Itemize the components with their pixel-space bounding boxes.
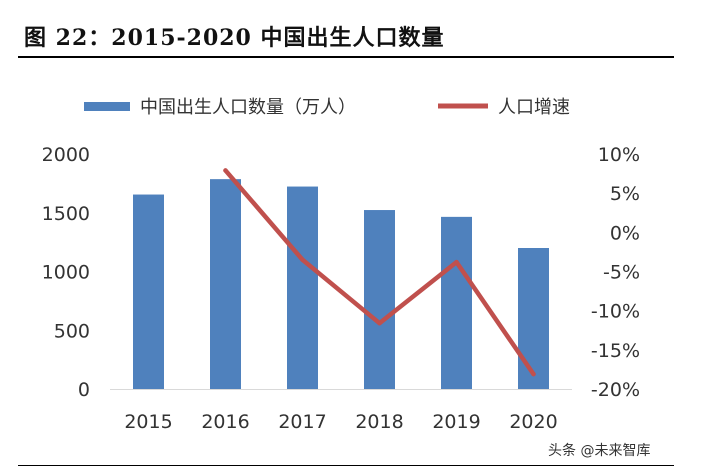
line-point [377,321,382,326]
y-left-tick-label: 0 [78,379,90,401]
y-right-tick-label: -20% [591,379,640,401]
legend-label-bars: 中国出生人口数量（万人） [140,97,356,118]
y-left-tick-label: 1500 [42,203,90,225]
figure-title: 图 22：2015-2020 中国出生人口数量 [24,25,445,51]
title-rule [18,56,674,58]
line-point [454,259,459,265]
y-right-tick-label: 0% [610,222,640,244]
x-tick-label: 2019 [432,411,480,433]
bar [210,179,241,389]
bar [364,210,395,389]
line-point [300,257,305,262]
bottom-rule [18,465,674,466]
y-right-tick-label: 10% [598,144,640,166]
y-right-tick-label: -10% [591,301,640,323]
x-tick-label: 2018 [355,411,403,433]
y-left-tick-label: 500 [54,320,90,342]
x-tick-label: 2015 [124,411,172,433]
y-right-tick-label: -15% [591,340,640,362]
x-tick-label: 2017 [278,411,326,433]
x-tick-label: 2016 [201,411,249,433]
bar [441,216,472,389]
legend-label-line: 人口增速 [498,97,570,118]
y-left-tick-label: 2000 [42,144,90,166]
bar [287,186,318,389]
x-tick-label: 2020 [509,411,557,433]
y-left-tick-label: 1000 [42,262,90,284]
bar [133,194,164,389]
legend-swatch-bars [84,102,130,111]
line-point [223,168,228,173]
bar [518,248,549,389]
y-right-tick-label: 5% [610,183,640,205]
line-point [531,371,536,377]
y-right-tick-label: -5% [603,262,640,284]
watermark: 头条 @未来智库 [548,443,651,459]
